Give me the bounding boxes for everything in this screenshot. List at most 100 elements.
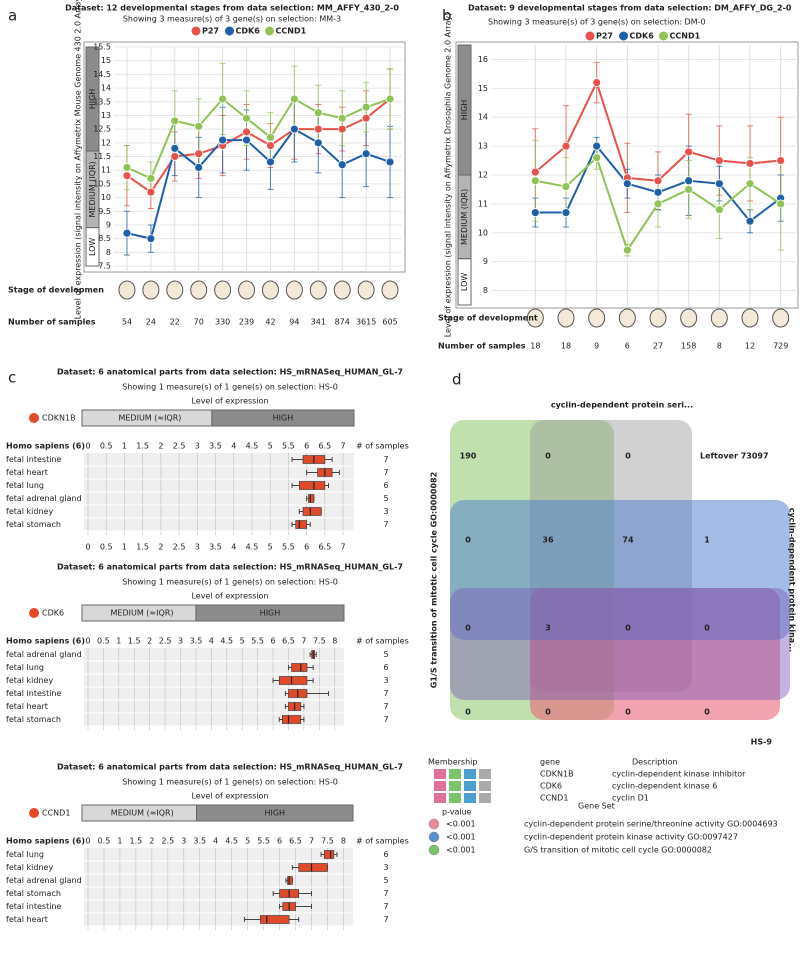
row-label: fetal lung	[6, 663, 44, 672]
stage-icon	[238, 280, 256, 300]
group-label: Homo sapiens (6)	[6, 837, 85, 846]
legend-title: Description	[632, 758, 678, 767]
band-label: HIGH	[460, 100, 469, 121]
x-tick-label: 6.5	[282, 637, 295, 646]
set-region	[450, 500, 790, 640]
gene-marker	[29, 413, 39, 423]
x-tick-label: 6	[277, 837, 282, 846]
y-tick-label: 10	[101, 193, 111, 202]
point	[122, 228, 132, 238]
sample-count: 7	[383, 702, 388, 711]
gene-marker	[29, 608, 39, 618]
box	[291, 663, 308, 672]
x-tick-label: 2	[147, 637, 152, 646]
box	[308, 494, 315, 503]
x-tick-label: 0	[85, 637, 90, 646]
membership-square	[479, 793, 491, 803]
x-tick-label: 3.5	[193, 837, 206, 846]
point	[714, 205, 724, 215]
sample-count: 239	[239, 318, 254, 327]
stage-icon	[680, 308, 698, 328]
point	[592, 153, 602, 163]
point	[194, 149, 204, 159]
sample-count: 330	[215, 318, 230, 327]
stage-icon	[118, 280, 136, 300]
point	[776, 156, 786, 165]
samples-title: # of samples	[356, 637, 409, 646]
point	[337, 124, 347, 134]
x-tick-label: 7	[301, 637, 306, 646]
chart-subtitle: Showing 3 measure(s) of 3 gene(s) on sel…	[123, 15, 341, 24]
samples-title: # of samples	[356, 837, 409, 846]
point	[146, 173, 156, 183]
x-tick-label: 3	[178, 637, 183, 646]
point	[561, 141, 571, 151]
membership-square	[434, 793, 446, 803]
sample-count: 6	[383, 663, 388, 672]
sample-count: 7	[383, 915, 388, 924]
point	[385, 94, 395, 104]
membership-square	[449, 793, 461, 803]
x-tick-label: 7	[309, 837, 314, 846]
band-label: LOW	[88, 238, 97, 256]
point	[146, 187, 156, 197]
x-tick-label: 4	[231, 543, 236, 552]
stage-icon	[588, 308, 606, 328]
legend-label: CDK6	[630, 32, 655, 41]
point	[745, 179, 755, 189]
band-label: MEDIUM (≈IQR)	[111, 609, 174, 618]
sample-count: 5	[383, 876, 388, 885]
y-tick-label: 13.5	[93, 97, 111, 106]
legend-label: P27	[596, 32, 613, 41]
chart-subtitle: Showing 1 measure(s) of 1 gene(s) on sel…	[122, 578, 338, 587]
stage-icon	[557, 308, 575, 328]
stage-icon	[381, 280, 399, 300]
row-label: fetal kidney	[6, 676, 53, 685]
x-tick-label: 4.5	[246, 442, 259, 451]
point	[745, 159, 755, 168]
x-tick-label: 0	[85, 543, 90, 552]
samples-title: # of samples	[356, 442, 409, 451]
row-label: fetal heart	[6, 915, 48, 924]
band-label: HIGH	[260, 609, 281, 618]
sample-count: 605	[382, 318, 397, 327]
point	[122, 171, 132, 181]
x-tick-label: 6.5	[318, 442, 331, 451]
point	[561, 182, 571, 191]
band-label: HIGH	[88, 89, 97, 110]
sample-count: 3	[383, 507, 388, 516]
x-tick-label: 2.5	[173, 543, 186, 552]
expression-band	[196, 804, 354, 822]
x-tick-label: 6.5	[318, 543, 331, 552]
x-tick-label: 2.5	[161, 837, 174, 846]
point	[653, 187, 663, 197]
sample-count: 18	[561, 342, 571, 351]
row-label: fetal adrenal gland	[6, 494, 82, 503]
sample-count: 3615	[356, 318, 376, 327]
sample-count: 341	[311, 318, 326, 327]
x-tick-label: 5.5	[282, 442, 295, 451]
region-count: 0	[625, 452, 631, 461]
region-count: 0	[465, 536, 471, 545]
y-tick-label: 8.5	[98, 234, 111, 243]
gene-description: cyclin D1	[612, 794, 649, 803]
legend-marker	[265, 26, 274, 36]
gene-marker	[29, 808, 39, 818]
x-tick-label: 0.5	[100, 543, 113, 552]
chart-title: Dataset: 9 developmental stages from dat…	[468, 4, 792, 13]
x-tick-label: 4	[209, 637, 214, 646]
region-count: 74	[622, 536, 634, 545]
x-tick-label: 5.5	[257, 837, 270, 846]
expression-band	[457, 258, 472, 306]
box	[298, 863, 328, 872]
box	[295, 520, 307, 529]
stage-icon	[618, 308, 636, 328]
x-tick-label: 3.5	[209, 442, 222, 451]
x-tick-label: 4.5	[246, 543, 259, 552]
region-count: 0	[465, 708, 471, 717]
x-tick-label: 5	[268, 442, 273, 451]
point	[385, 157, 395, 167]
x-tick-label: 1.5	[136, 442, 149, 451]
x-tick-label: 8	[341, 837, 346, 846]
